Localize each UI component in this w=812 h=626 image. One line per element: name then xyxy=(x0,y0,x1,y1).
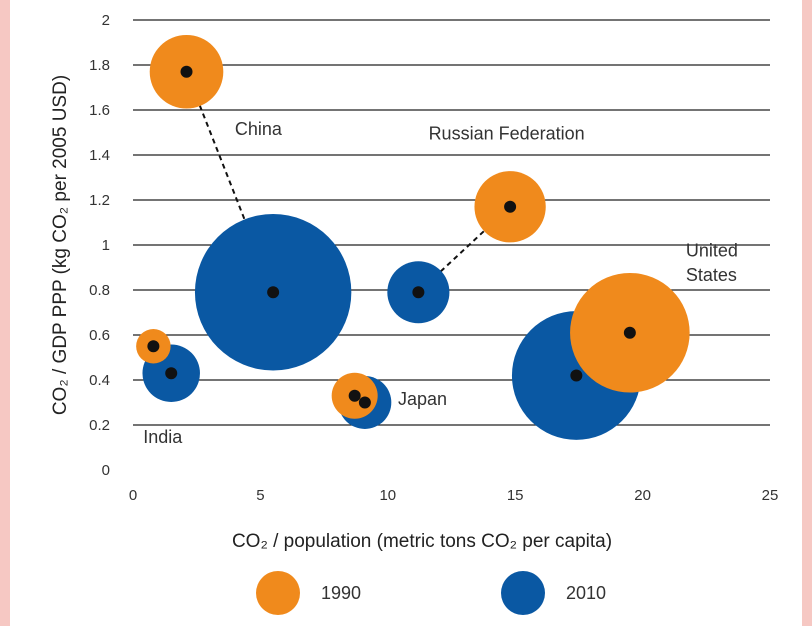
x-tick-label: 25 xyxy=(762,487,779,504)
y-tick-label: 0.2 xyxy=(89,417,110,434)
annotations: China Russian Federation United States Japan… xyxy=(143,119,738,447)
legend-label-1990: 1990 xyxy=(321,583,361,603)
y-tick-labels: 0 0.2 0.4 0.6 0.8 1 1.2 1.4 1.6 1.8 2 xyxy=(89,12,110,479)
x-tick-label: 20 xyxy=(634,487,651,504)
legend-swatch-2010 xyxy=(501,571,545,615)
legend: 1990 2010 xyxy=(256,571,606,615)
y-tick-label: 0 xyxy=(102,462,110,479)
annotation-label: United xyxy=(686,240,738,260)
y-tick-label: 0.4 xyxy=(89,372,110,389)
bubbles xyxy=(136,34,690,440)
chart-panel: 0 0.2 0.4 0.6 0.8 1 1.2 1.4 1.6 1.8 2 0 5 10 15 20 25 C… xyxy=(10,0,802,626)
annotation-label: Russian Federation xyxy=(429,123,585,143)
bubble-chart: 0 0.2 0.4 0.6 0.8 1 1.2 1.4 1.6 1.8 2 0 5 10 15 20 25 C… xyxy=(50,12,779,615)
x-tick-label: 0 xyxy=(129,487,137,504)
dot-united-states-1990 xyxy=(623,326,636,339)
center-dots xyxy=(147,65,636,409)
dot-united-states-2010 xyxy=(570,369,583,382)
dot-russian-federation-1990 xyxy=(504,200,517,213)
dot-china-2010 xyxy=(267,286,280,299)
dot-china-1990 xyxy=(180,65,193,78)
y-tick-label: 1.6 xyxy=(89,102,110,119)
annotation-label: States xyxy=(686,265,737,285)
connector-china xyxy=(185,71,275,293)
dot-japan-1990 xyxy=(348,389,361,402)
y-tick-label: 1.4 xyxy=(89,147,110,164)
y-tick-label: 1.8 xyxy=(89,57,110,74)
x-tick-label: 10 xyxy=(379,487,396,504)
annotation-label: Japan xyxy=(398,389,447,409)
y-tick-label: 2 xyxy=(102,12,110,29)
x-tick-label: 15 xyxy=(507,487,524,504)
legend-swatch-1990 xyxy=(256,571,300,615)
x-tick-labels: 0 5 10 15 20 25 xyxy=(129,487,779,504)
annotation-label: China xyxy=(235,119,283,139)
y-axis-title: CO₂ / GDP PPP (kg CO₂ per 2005 USD) xyxy=(50,75,71,415)
x-axis-title: CO₂ / population (metric tons CO₂ per ca… xyxy=(232,531,612,552)
annotation-label: India xyxy=(143,427,183,447)
dot-russian-federation-2010 xyxy=(412,286,425,299)
legend-label-2010: 2010 xyxy=(566,583,606,603)
y-tick-label: 0.8 xyxy=(89,282,110,299)
dot-india-1990 xyxy=(147,340,160,353)
y-tick-label: 1.2 xyxy=(89,192,110,209)
y-tick-label: 0.6 xyxy=(89,327,110,344)
dot-japan-2010 xyxy=(358,396,371,409)
y-tick-label: 1 xyxy=(102,237,110,254)
dot-india-2010 xyxy=(165,367,178,380)
x-tick-label: 5 xyxy=(256,487,264,504)
